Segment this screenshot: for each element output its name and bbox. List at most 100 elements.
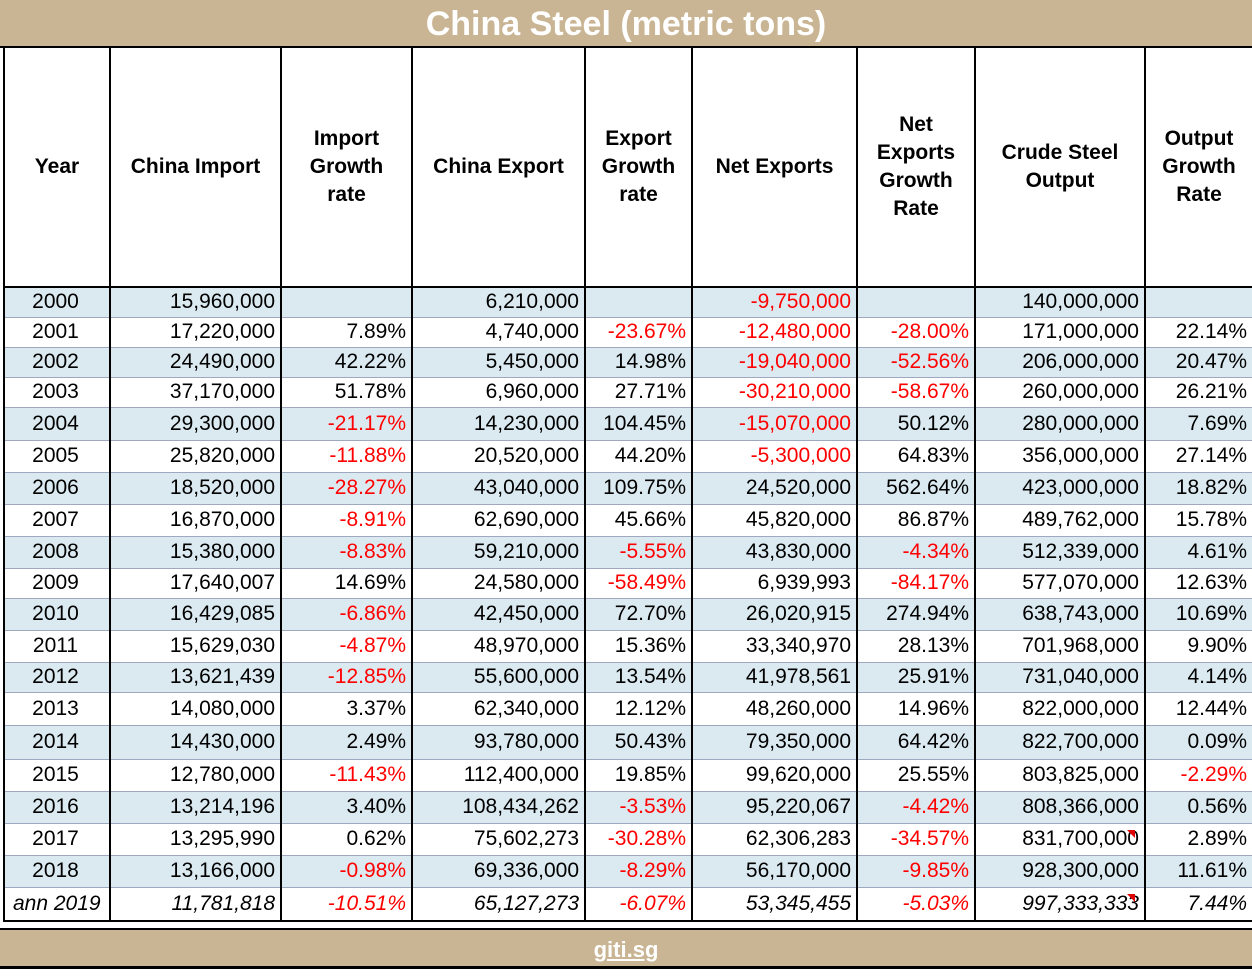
cell-china-export[interactable]: 112,400,000 [411,758,586,792]
header-net-exports[interactable]: Net Exports [691,48,858,288]
cell-china-import[interactable]: 13,166,000 [109,854,282,888]
cell-import-growth[interactable]: -21.17% [280,406,413,441]
cell-net-exports[interactable]: 33,340,970 [691,629,858,663]
header-import-growth-rate[interactable]: Import Growth rate [280,48,413,288]
cell-china-export[interactable]: 14,230,000 [411,406,586,441]
header-china-import[interactable]: China Import [109,48,282,288]
cell-year[interactable]: 2008 [3,535,111,569]
cell-export-growth[interactable]: 15.36% [584,629,693,663]
cell-import-growth[interactable]: 14.69% [280,567,413,599]
cell-crude-steel-output[interactable]: 997,333,333 [974,886,1146,922]
cell-net-exports-growth[interactable]: 64.42% [856,724,976,760]
cell-crude-steel-output[interactable]: 822,700,000 [974,724,1146,760]
cell-year[interactable]: 2005 [3,439,111,473]
cell-export-growth[interactable]: -8.29% [584,854,693,888]
cell-china-export[interactable]: 20,520,000 [411,439,586,473]
cell-year[interactable]: 2000 [3,286,111,318]
cell-net-exports-growth[interactable]: 25.55% [856,758,976,792]
cell-year[interactable]: 2013 [3,691,111,726]
cell-year[interactable]: 2002 [3,346,111,378]
cell-year[interactable]: 2014 [3,724,111,760]
cell-import-growth[interactable]: -6.86% [280,597,413,631]
cell-year[interactable]: 2011 [3,629,111,663]
cell-import-growth[interactable]: 3.37% [280,691,413,726]
cell-export-growth[interactable]: 13.54% [584,661,693,693]
cell-net-exports[interactable]: 24,520,000 [691,471,858,505]
cell-net-exports-growth[interactable]: 64.83% [856,439,976,473]
cell-export-growth[interactable]: 12.12% [584,691,693,726]
cell-crude-steel-output[interactable]: 822,000,000 [974,691,1146,726]
cell-china-import[interactable]: 16,429,085 [109,597,282,631]
cell-net-exports-growth[interactable]: 25.91% [856,661,976,693]
cell-net-exports[interactable]: -5,300,000 [691,439,858,473]
cell-output-growth[interactable]: 11.61% [1144,854,1252,888]
cell-crude-steel-output[interactable]: 260,000,000 [974,376,1146,408]
cell-net-exports[interactable]: 43,830,000 [691,535,858,569]
cell-net-exports-growth[interactable]: -4.34% [856,535,976,569]
cell-china-export[interactable]: 108,434,262 [411,790,586,824]
cell-export-growth[interactable]: 14.98% [584,346,693,378]
cell-year[interactable]: 2006 [3,471,111,505]
cell-china-export[interactable]: 62,690,000 [411,503,586,537]
cell-output-growth[interactable]: 0.56% [1144,790,1252,824]
cell-net-exports-growth[interactable]: -52.56% [856,346,976,378]
cell-crude-steel-output[interactable]: 206,000,000 [974,346,1146,378]
cell-export-growth[interactable]: 19.85% [584,758,693,792]
cell-output-growth[interactable]: 4.14% [1144,661,1252,693]
header-export-growth-rate[interactable]: Export Growth rate [584,48,693,288]
cell-crude-steel-output[interactable]: 280,000,000 [974,406,1146,441]
cell-china-import[interactable]: 14,080,000 [109,691,282,726]
header-china-export[interactable]: China Export [411,48,586,288]
cell-import-growth[interactable]: -11.88% [280,439,413,473]
cell-output-growth[interactable]: 7.69% [1144,406,1252,441]
cell-china-import[interactable]: 17,220,000 [109,316,282,348]
cell-china-export[interactable]: 6,960,000 [411,376,586,408]
cell-china-export[interactable]: 62,340,000 [411,691,586,726]
cell-china-import[interactable]: 15,629,030 [109,629,282,663]
cell-year[interactable]: 2004 [3,406,111,441]
cell-import-growth[interactable]: 51.78% [280,376,413,408]
cell-china-export[interactable]: 24,580,000 [411,567,586,599]
cell-import-growth[interactable]: 42.22% [280,346,413,378]
cell-import-growth[interactable] [280,286,413,318]
cell-year[interactable]: 2010 [3,597,111,631]
cell-output-growth[interactable]: 9.90% [1144,629,1252,663]
cell-crude-steel-output[interactable]: 171,000,000 [974,316,1146,348]
cell-output-growth[interactable]: 7.44% [1144,886,1252,922]
cell-net-exports-growth[interactable]: 562.64% [856,471,976,505]
cell-output-growth[interactable]: -2.29% [1144,758,1252,792]
cell-export-growth[interactable]: 72.70% [584,597,693,631]
cell-china-import[interactable]: 11,781,818 [109,886,282,922]
cell-china-import[interactable]: 14,430,000 [109,724,282,760]
cell-net-exports[interactable]: -12,480,000 [691,316,858,348]
cell-china-export[interactable]: 5,450,000 [411,346,586,378]
cell-net-exports-growth[interactable]: -28.00% [856,316,976,348]
cell-import-growth[interactable]: -4.87% [280,629,413,663]
cell-china-import[interactable]: 24,490,000 [109,346,282,378]
cell-china-export[interactable]: 55,600,000 [411,661,586,693]
cell-export-growth[interactable] [584,286,693,318]
cell-china-export[interactable]: 4,740,000 [411,316,586,348]
cell-output-growth[interactable]: 15.78% [1144,503,1252,537]
comment-marker-icon[interactable] [1127,830,1135,838]
cell-crude-steel-output[interactable]: 140,000,000 [974,286,1146,318]
cell-china-export[interactable]: 6,210,000 [411,286,586,318]
cell-china-import[interactable]: 29,300,000 [109,406,282,441]
cell-net-exports[interactable]: 62,306,283 [691,822,858,856]
cell-china-export[interactable]: 69,336,000 [411,854,586,888]
cell-china-export[interactable]: 43,040,000 [411,471,586,505]
cell-import-growth[interactable]: 7.89% [280,316,413,348]
cell-output-growth[interactable]: 4.61% [1144,535,1252,569]
cell-china-export[interactable]: 48,970,000 [411,629,586,663]
header-crude-steel-output[interactable]: Crude Steel Output [974,48,1146,288]
cell-year[interactable]: 2009 [3,567,111,599]
cell-net-exports-growth[interactable]: 86.87% [856,503,976,537]
cell-china-import[interactable]: 13,214,196 [109,790,282,824]
cell-net-exports-growth[interactable]: -58.67% [856,376,976,408]
cell-net-exports[interactable]: 26,020,915 [691,597,858,631]
cell-year[interactable]: ann 2019 [3,886,111,922]
cell-import-growth[interactable]: -8.91% [280,503,413,537]
cell-output-growth[interactable]: 12.44% [1144,691,1252,726]
cell-export-growth[interactable]: -3.53% [584,790,693,824]
cell-china-import[interactable]: 25,820,000 [109,439,282,473]
